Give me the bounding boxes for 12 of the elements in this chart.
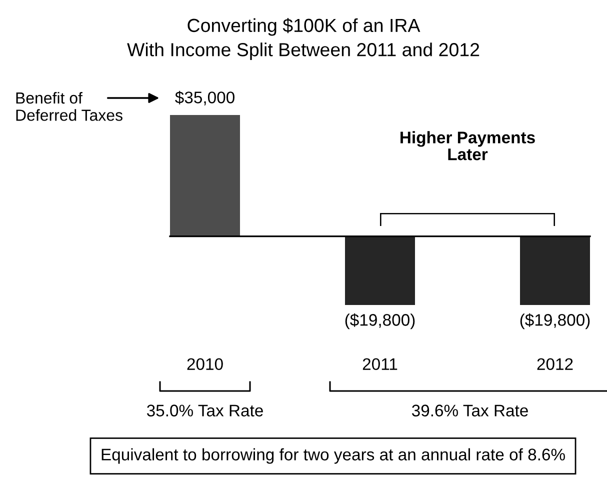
text: 39.6% Tax Rate [412, 404, 528, 416]
x-tick-label: 2010 [187, 358, 223, 370]
data-label: $35,000 [175, 90, 234, 106]
annotation: Higher Payments Later [400, 131, 535, 160]
text: 35.0% Tax Rate [146, 404, 263, 416]
data-label: ($19,800) [345, 313, 415, 330]
x-tick-label: 2012 [537, 358, 573, 370]
text: Benefit of Deferred Taxes [16, 92, 122, 121]
x-tick-label: 2011 [362, 358, 398, 370]
chart-title: Converting $100K of an IRA With Income Split Between 2011 and 2012 [127, 18, 480, 60]
text: Equivalent to borrowing for two years at an annual rate of 8.6% [102, 448, 565, 464]
data-label: ($19,800) [520, 313, 590, 330]
